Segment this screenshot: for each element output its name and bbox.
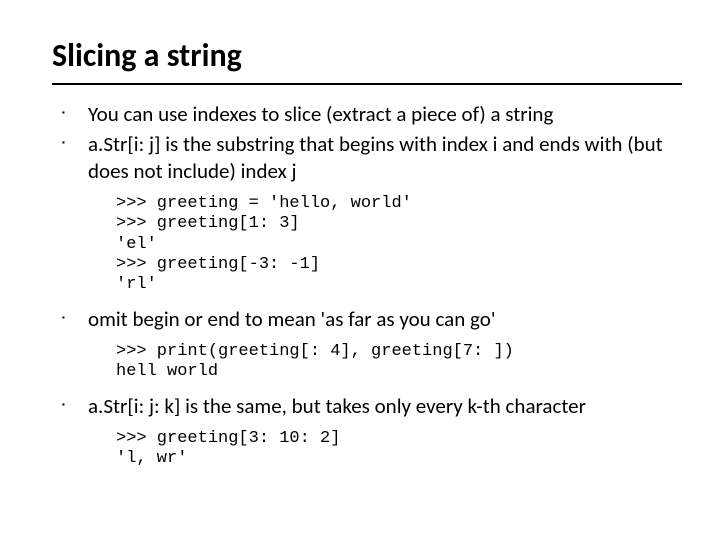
code-block: >>> greeting[3: 10: 2] 'l, wr' [116,429,682,470]
slide: Slicing a string You can use indexes to … [0,0,720,540]
bullet-item: You can use indexes to slice (extract a … [52,101,682,127]
bullet-item: a.Str[i: j] is the substring that begins… [52,131,682,184]
bullet-item: omit begin or end to mean 'as far as you… [52,306,682,332]
bullet-list: You can use indexes to slice (extract a … [52,101,682,184]
bullet-item: a.Str[i: j: k] is the same, but takes on… [52,393,682,419]
code-block: >>> print(greeting[: 4], greeting[7: ]) … [116,342,682,383]
bullet-list: a.Str[i: j: k] is the same, but takes on… [52,393,682,419]
bullet-list: omit begin or end to mean 'as far as you… [52,306,682,332]
slide-title: Slicing a string [52,36,682,85]
code-block: >>> greeting = 'hello, world' >>> greeti… [116,194,682,296]
